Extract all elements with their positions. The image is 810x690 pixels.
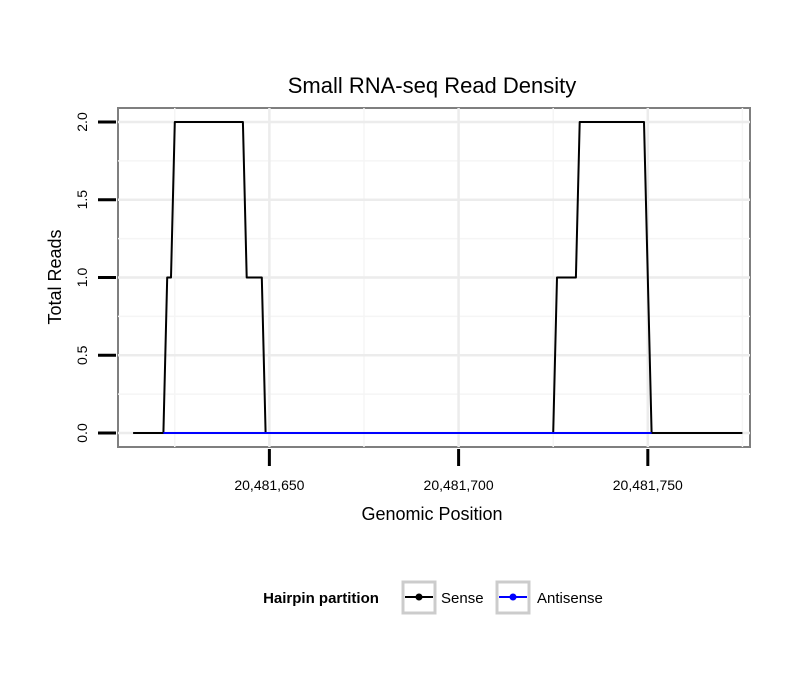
legend: Hairpin partition Sense Antisense bbox=[263, 580, 603, 615]
y-tick-label: 0.5 bbox=[74, 345, 90, 365]
series-line-sense bbox=[133, 121, 743, 434]
chart-title: Small RNA-seq Read Density bbox=[288, 73, 577, 98]
y-tick-label: 2.0 bbox=[74, 112, 90, 132]
legend-title: Hairpin partition bbox=[263, 590, 379, 607]
axes: 0.0 0.5 1.0 1.5 2.0 20,481,650 20,481,700 20,48… bbox=[74, 112, 683, 493]
y-axis-title: Total Reads bbox=[45, 229, 65, 324]
y-tick-label: 0.0 bbox=[74, 423, 90, 443]
x-axis-title: Genomic Position bbox=[361, 504, 502, 524]
y-tick-label: 1.0 bbox=[74, 268, 90, 288]
legend-dot-sense bbox=[415, 593, 423, 601]
x-tick-label: 20,481,750 bbox=[613, 477, 683, 493]
legend-label-antisense: Antisense bbox=[537, 590, 603, 607]
x-tick-label: 20,481,650 bbox=[234, 477, 304, 493]
x-tick-label: 20,481,700 bbox=[424, 477, 494, 493]
series-lines bbox=[133, 121, 743, 434]
legend-label-sense: Sense bbox=[441, 590, 484, 607]
y-tick-label: 1.5 bbox=[74, 190, 90, 210]
legend-dot-antisense bbox=[509, 593, 517, 601]
